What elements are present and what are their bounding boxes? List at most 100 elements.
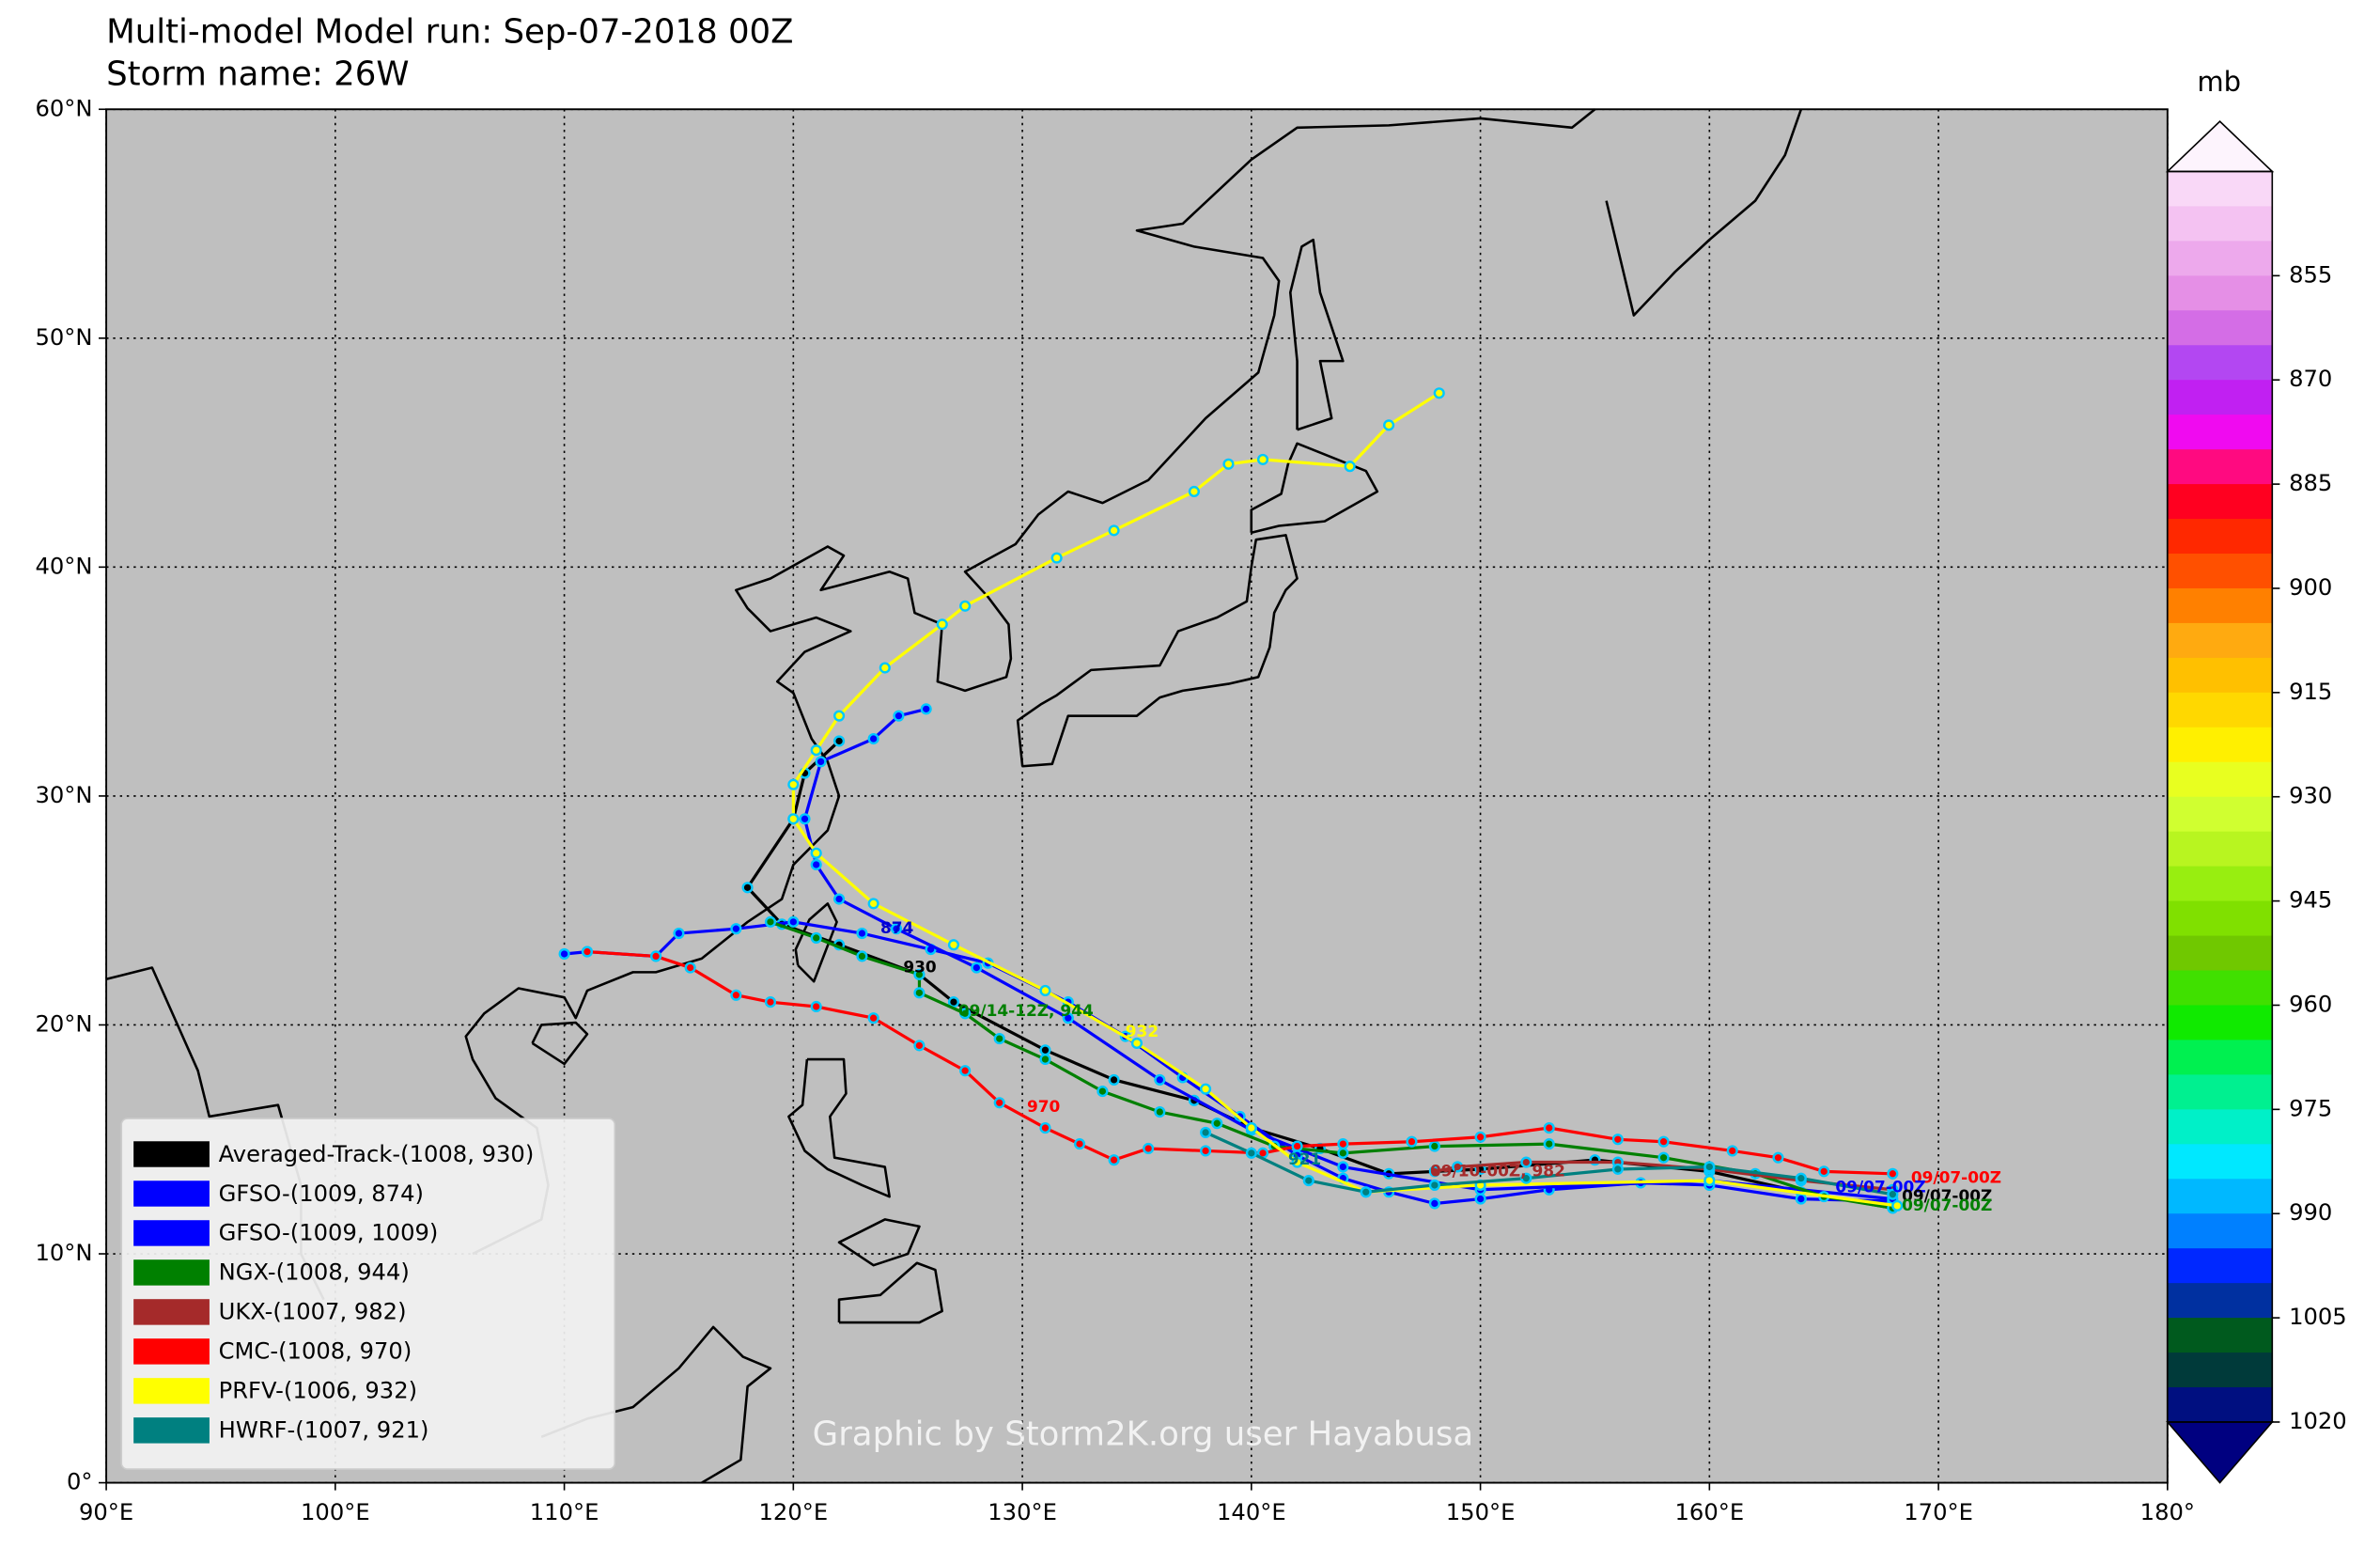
coastline bbox=[837, 1261, 943, 1324]
colorbar-segment bbox=[2167, 1144, 2273, 1181]
track-point bbox=[833, 710, 846, 722]
track-annotation: 09/10-00Z, 982 bbox=[1430, 1161, 1565, 1180]
colorbar-segment bbox=[2167, 414, 2273, 450]
legend-swatch bbox=[133, 1181, 210, 1207]
track-point bbox=[1337, 1138, 1349, 1150]
track-point bbox=[1520, 1156, 1532, 1168]
colorbar-segment bbox=[2167, 380, 2273, 415]
track-point bbox=[1795, 1172, 1807, 1184]
y-tick-label: 10°N bbox=[35, 1240, 92, 1266]
colorbar-tick-label: 915 bbox=[2289, 679, 2332, 705]
track-point bbox=[1256, 453, 1269, 465]
x-tick-label: 120°E bbox=[759, 1499, 829, 1525]
track-point bbox=[1657, 1151, 1670, 1164]
colorbar-segment bbox=[2167, 206, 2273, 242]
colorbar-segment bbox=[2167, 831, 2273, 868]
track-point bbox=[1039, 1044, 1051, 1056]
track-point bbox=[993, 1097, 1005, 1109]
colorbar-segment bbox=[2167, 692, 2273, 728]
track-point bbox=[1302, 1175, 1314, 1187]
track-point bbox=[1062, 1012, 1074, 1024]
track-point bbox=[1772, 1151, 1784, 1164]
colorbar-segment bbox=[2167, 275, 2273, 312]
track-point bbox=[913, 968, 926, 980]
track-point bbox=[810, 744, 822, 757]
colorbar-segment bbox=[2167, 1109, 2273, 1146]
track-point bbox=[1428, 1140, 1440, 1152]
legend-swatch bbox=[133, 1417, 210, 1444]
legend-label: NGX-(1008, 944) bbox=[219, 1259, 410, 1286]
legend-swatch bbox=[133, 1299, 210, 1325]
colorbar-tick-label: 900 bbox=[2289, 574, 2332, 601]
track-point bbox=[1611, 1134, 1624, 1146]
legend-swatch bbox=[133, 1338, 210, 1365]
track-point bbox=[1200, 1126, 1212, 1138]
colorbar-tick-label: 990 bbox=[2289, 1199, 2332, 1226]
colorbar-segment bbox=[2167, 519, 2273, 555]
track-point bbox=[913, 987, 926, 999]
colorbar-extend-top bbox=[2165, 120, 2275, 173]
y-tick-label: 40°N bbox=[35, 553, 92, 579]
track-point bbox=[867, 732, 879, 745]
track-point bbox=[815, 756, 827, 768]
track-point bbox=[833, 893, 846, 905]
track-point bbox=[1891, 1199, 1904, 1212]
track-point bbox=[833, 735, 846, 747]
track-point bbox=[810, 1000, 822, 1013]
track-point bbox=[764, 996, 777, 1009]
track-point bbox=[1360, 1186, 1372, 1198]
track-annotation: 09/07-00Z bbox=[1835, 1177, 1925, 1196]
colorbar-segment bbox=[2167, 935, 2273, 972]
subtitle: Storm name: 26W bbox=[106, 55, 409, 94]
legend-box bbox=[120, 1118, 616, 1470]
track-point bbox=[1188, 485, 1200, 498]
track-point bbox=[959, 1065, 972, 1077]
track-point bbox=[1050, 552, 1063, 564]
track-point bbox=[1337, 1147, 1349, 1159]
track-point bbox=[730, 989, 742, 1001]
colorbar-tick-label: 960 bbox=[2289, 991, 2332, 1017]
colorbar-segment bbox=[2167, 796, 2273, 833]
x-tick-label: 170°E bbox=[1904, 1499, 1973, 1525]
colorbar-extend-bottom bbox=[2166, 1421, 2275, 1484]
track-point bbox=[1291, 1140, 1303, 1152]
y-tick-label: 50°N bbox=[35, 324, 92, 351]
legend-label: CMC-(1008, 970) bbox=[219, 1338, 412, 1365]
track-annotation: 09/07-00Z bbox=[1911, 1168, 2001, 1187]
track-point bbox=[856, 950, 868, 962]
track-point bbox=[947, 939, 960, 951]
track-annotation: 930 bbox=[903, 958, 936, 977]
legend-swatch bbox=[133, 1220, 210, 1246]
track-point bbox=[741, 882, 754, 894]
coastline bbox=[1288, 238, 1345, 431]
legend-label: UKX-(1007, 982) bbox=[219, 1299, 407, 1325]
coastline bbox=[837, 1218, 921, 1267]
track-point bbox=[1474, 1193, 1486, 1205]
x-tick-label: 140°E bbox=[1217, 1499, 1286, 1525]
track-point bbox=[1200, 1083, 1212, 1095]
x-tick-label: 180° bbox=[2140, 1499, 2195, 1525]
colorbar-segment bbox=[2167, 900, 2273, 937]
coastline bbox=[1250, 442, 1379, 535]
track-point bbox=[1795, 1193, 1807, 1205]
colorbar-segment bbox=[2167, 449, 2273, 485]
track-line bbox=[802, 707, 1893, 1201]
colorbar-segment bbox=[2167, 1353, 2273, 1388]
track-point bbox=[1108, 524, 1120, 537]
track-point bbox=[787, 778, 800, 790]
track-annotation: 09/07-00Z bbox=[1902, 1186, 1992, 1205]
track-point bbox=[787, 813, 800, 825]
colorbar-segment bbox=[2167, 1179, 2273, 1215]
coastline bbox=[1016, 534, 1299, 768]
coastline bbox=[531, 1021, 589, 1066]
track-annotation: 09/07-00Z bbox=[1902, 1196, 1992, 1214]
track-point bbox=[1452, 1161, 1464, 1173]
coastline bbox=[794, 902, 838, 983]
track-point bbox=[1344, 461, 1356, 473]
colorbar-segment bbox=[2167, 1040, 2273, 1076]
x-tick-label: 110°E bbox=[530, 1499, 599, 1525]
colorbar-segment bbox=[2167, 970, 2273, 1007]
coastline bbox=[464, 108, 1596, 1256]
track-annotation: 921 bbox=[1288, 1149, 1321, 1168]
